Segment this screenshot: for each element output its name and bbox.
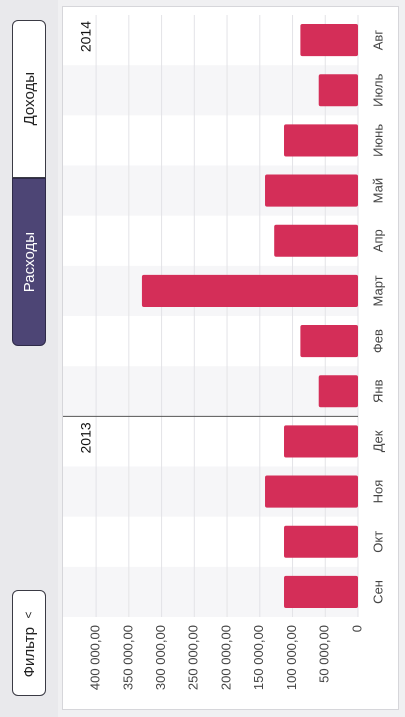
category-label: Июнь [370,124,385,157]
category-label: Дек [370,430,385,452]
chevron-down-icon: > [21,611,36,619]
bar-Сен [284,575,358,608]
value-tick-label: 200 000,00 [218,625,233,690]
value-tick-label: 350 000,00 [120,625,135,690]
value-tick-label: 250 000,00 [186,625,201,690]
income-tab-label: Доходы [20,72,38,126]
bar-Окт [284,525,358,558]
value-tick-label: 0 [349,625,364,632]
bar-Апр [274,224,358,257]
category-label: Янв [370,379,385,403]
value-tick-label: 300 000,00 [153,625,168,690]
category-label: Окт [370,531,385,553]
category-label: Июль [370,73,385,106]
bar-Дек [284,425,358,458]
bar-Март [141,274,358,307]
year-label: 2013 [78,422,94,453]
bar-Июль [318,74,358,107]
category-label: Май [370,178,385,203]
expense-bar-chart: Сен Окт Ноя Дек Янв Фев Март Апр Май Июнь Июль Авг 0… [63,15,385,690]
category-label: Авг [370,30,385,51]
row-band [63,65,358,116]
filter-label: Фильтр [20,626,38,678]
category-label: Ноя [370,480,385,504]
bar-Май [265,174,358,207]
bar-Ноя [265,475,358,508]
value-tick-label: 100 000,00 [284,625,299,690]
row-band [63,366,358,417]
sidebar: Доходы Расходы > Фильтр [0,0,58,717]
value-tick-label: 400 000,00 [88,625,103,690]
category-label: Март [370,275,385,306]
bar-Фев [300,325,358,358]
value-tick-label: 150 000,00 [251,625,266,690]
bar-Июнь [284,124,358,157]
bar-Янв [318,375,358,408]
filter-button[interactable]: > Фильтр [12,590,46,696]
income-tab-button[interactable]: Доходы [12,20,46,178]
value-tick-label: 50 000,00 [317,625,332,683]
category-label: Фев [370,329,385,353]
chart-panel: Сен Окт Ноя Дек Янв Фев Март Апр Май Июнь Июль Авг 0… [62,6,399,710]
category-label: Сен [370,580,385,604]
category-label: Апр [370,229,385,252]
expense-tab-button[interactable]: Расходы [12,178,46,346]
bar-Авг [300,24,358,57]
expense-tab-label: Расходы [20,231,38,293]
year-label: 2014 [78,21,94,52]
